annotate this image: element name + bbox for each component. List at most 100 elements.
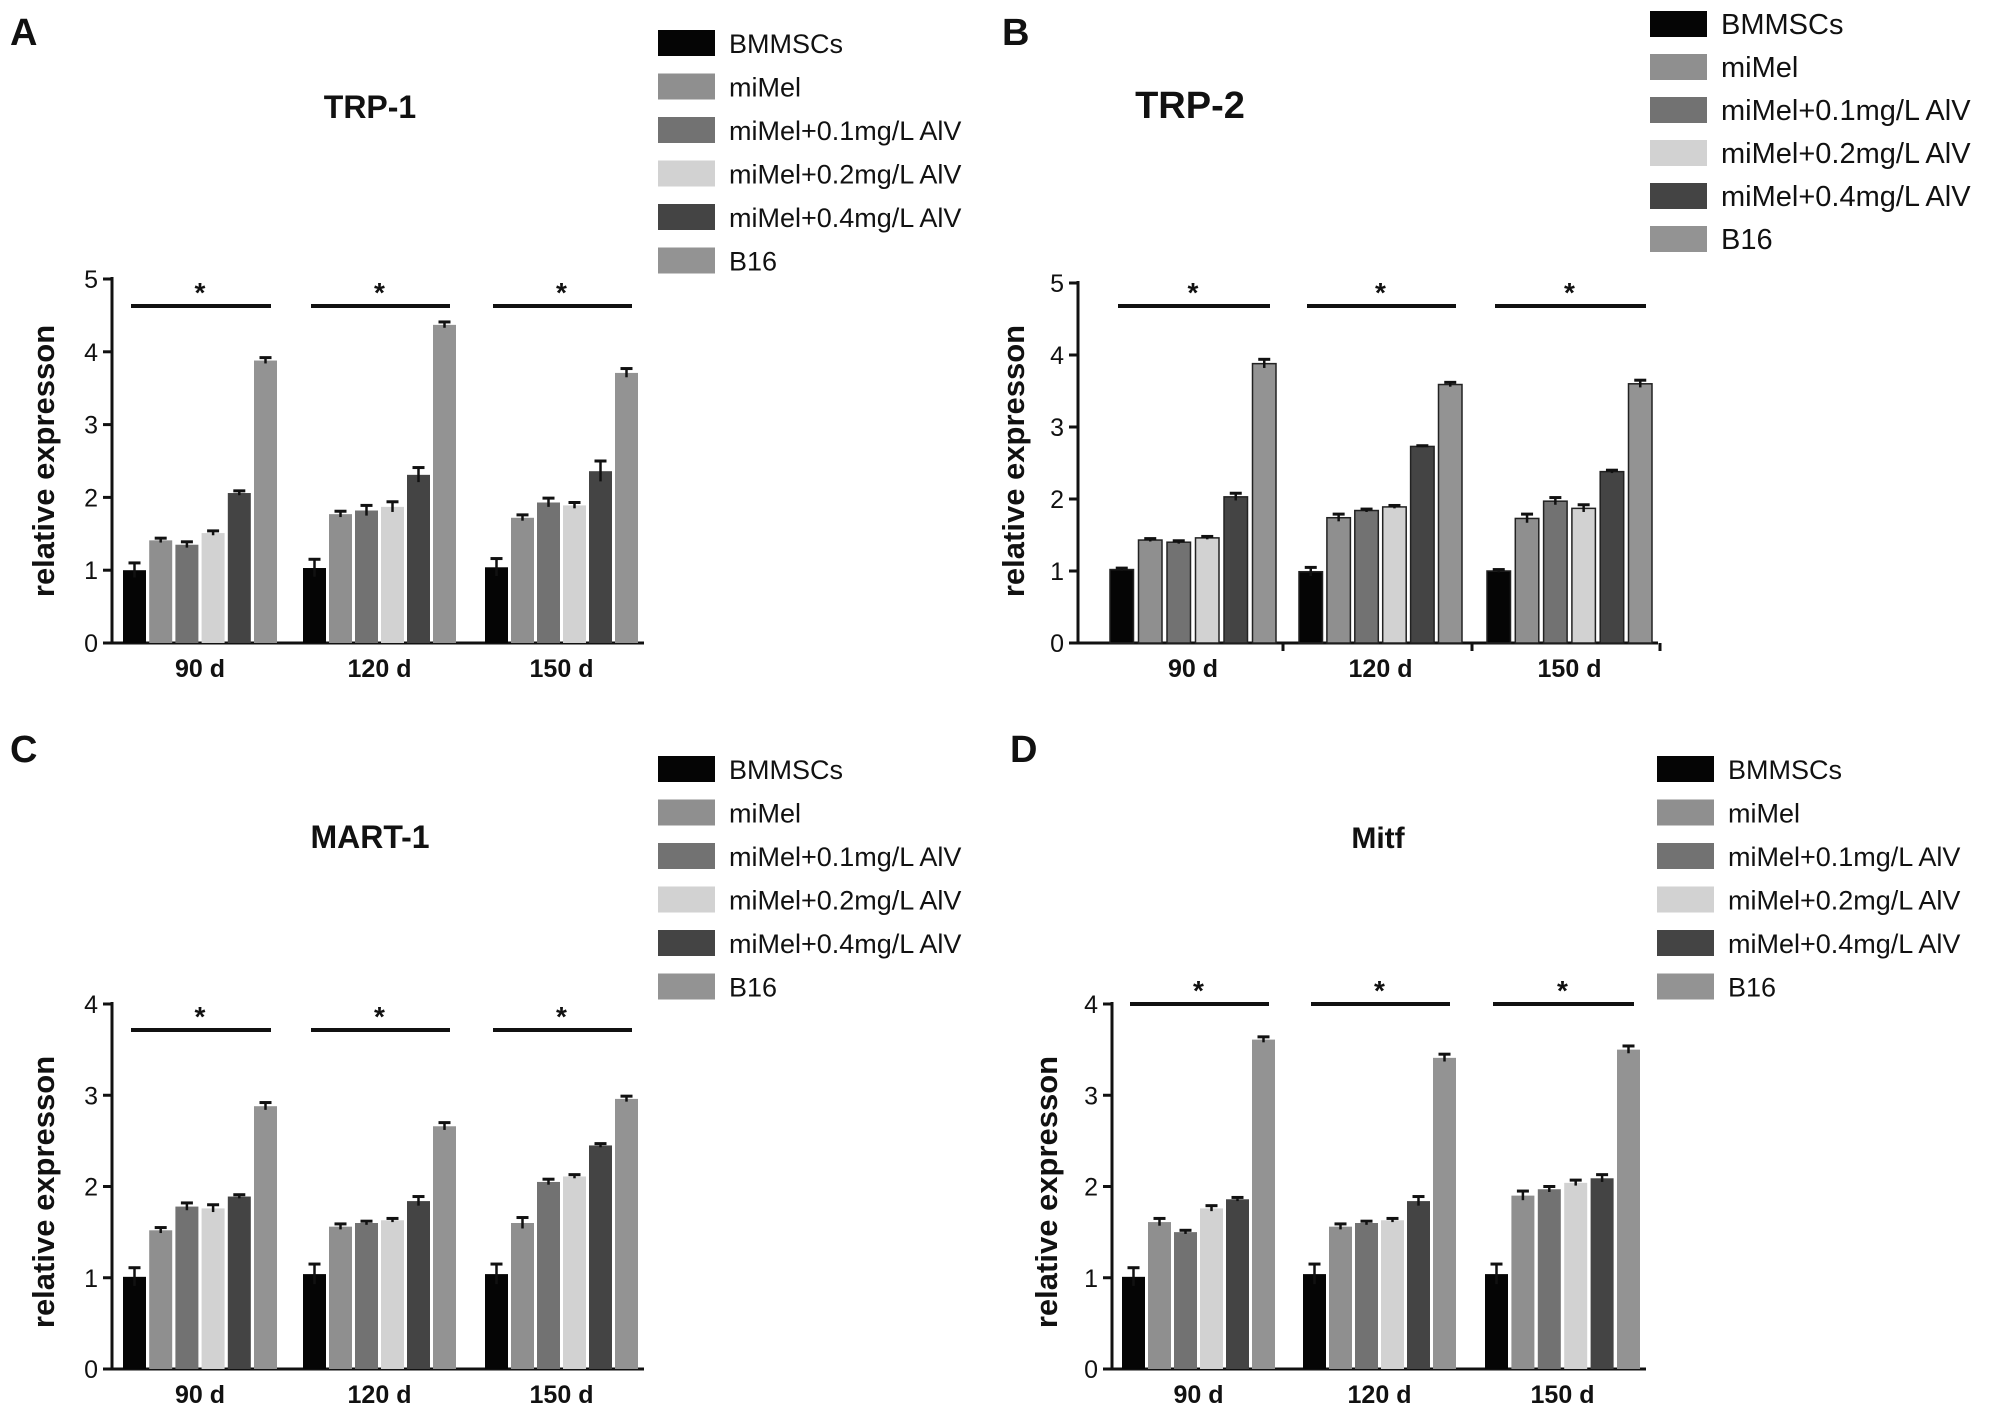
bar-2-1 [1511, 1195, 1535, 1369]
legend-swatch [658, 799, 715, 826]
significance-star: * [1557, 975, 1568, 1006]
y-tick-label: 2 [84, 1174, 98, 1202]
bar-0-1 [1137, 539, 1163, 644]
bar-2-0 [485, 1274, 508, 1369]
y-tick-label: 0 [1050, 630, 1064, 658]
y-tick-label: 3 [1050, 414, 1064, 442]
bar-0-1 [1148, 1222, 1171, 1369]
panel-label: B [1002, 12, 1029, 54]
bar-0-1 [149, 1230, 173, 1369]
legend-label: miMel+0.1mg/L AlV [1721, 95, 1971, 127]
bar-2-3 [1564, 1182, 1588, 1369]
bar-0-5 [254, 360, 277, 643]
x-category-label: 120 d [1348, 1381, 1412, 1409]
bar-1-0 [303, 568, 326, 643]
x-category-label: 120 d [348, 1381, 412, 1409]
legend-swatch [658, 160, 715, 187]
legend-label: miMel+0.2mg/L AlV [1721, 138, 1971, 170]
legend-swatch [658, 886, 715, 913]
chart-title: TRP-2 [1135, 85, 1245, 127]
y-tick-label: 0 [84, 630, 98, 658]
legend-label: miMel [1721, 52, 1798, 84]
bar-2-4 [589, 471, 612, 643]
legend-swatch [1657, 799, 1714, 826]
bar-1-0 [1303, 1274, 1326, 1369]
y-tick-label: 1 [84, 557, 98, 585]
bar-0-3 [201, 1208, 225, 1369]
legend-label: miMel [729, 799, 801, 829]
bar-1-5 [433, 1126, 456, 1369]
bar-2-3 [563, 505, 586, 643]
significance-star: * [556, 277, 567, 308]
chart-panel-b: B TRP-2 0 1 2 3 4 5 relative expresson 90 d * 120 d… [996, 9, 1971, 683]
bar-0-5 [254, 1106, 277, 1369]
significance-star: * [374, 277, 385, 308]
legend-label: miMel+0.2mg/L AlV [729, 160, 961, 190]
legend-label: miMel+0.1mg/L AlV [729, 116, 961, 146]
legend-swatch [1650, 11, 1707, 37]
bar-0-5 [1251, 362, 1277, 644]
chart-panel-d: D Mitf 0 1 2 3 4 relative expresson 90 d * 120 d * 1… [1010, 729, 1960, 1409]
bar-2-1 [511, 1223, 534, 1369]
y-tick-label: 2 [1084, 1174, 1098, 1202]
legend-swatch [1657, 973, 1714, 1000]
bar-1-0 [303, 1274, 326, 1369]
legend-swatch [658, 73, 715, 100]
y-tick-label: 4 [84, 991, 98, 1019]
legend-label: miMel+0.4mg/L AlV [1728, 929, 1960, 959]
bar-2-5 [1617, 1049, 1640, 1369]
bar-0-2 [1174, 1232, 1197, 1369]
legend-label: B16 [1728, 973, 1776, 1003]
panel-label: C [10, 729, 37, 771]
bar-0-5 [1252, 1039, 1275, 1369]
bar-2-4 [589, 1145, 612, 1369]
legend-swatch [1657, 756, 1714, 782]
bar-1-3 [1381, 1220, 1404, 1369]
legend: BMMSCs miMel miMel+0.1mg/L AlV miMel+0.2mg/… [658, 755, 961, 1003]
bar-2-5 [1627, 383, 1653, 644]
legend-label: miMel+0.4mg/L AlV [729, 929, 961, 959]
bar-1-1 [329, 514, 352, 643]
bar-2-1 [1514, 517, 1540, 644]
bar-1-2 [1355, 1223, 1378, 1369]
significance-star: * [1188, 277, 1199, 308]
legend-label: B16 [729, 247, 777, 277]
legend-swatch [658, 117, 715, 143]
chart-panel-c: C MART-1 0 1 2 3 4 relative expresson 90 d * 120 d… [10, 729, 961, 1409]
bar-1-1 [1326, 516, 1352, 644]
x-category-label: 150 d [530, 1381, 594, 1409]
x-category-label: 90 d [1173, 1381, 1223, 1409]
bar-0-0 [1109, 568, 1135, 644]
bar-0-0 [1122, 1276, 1145, 1369]
bar-1-3 [381, 506, 404, 643]
x-category-label: 90 d [1168, 655, 1218, 683]
y-tick-label: 0 [1084, 1356, 1098, 1384]
bar-2-0 [1485, 1274, 1508, 1369]
y-tick-label: 4 [84, 339, 98, 367]
y-axis-label: relative expresson [26, 325, 61, 597]
y-tick-label: 1 [84, 1265, 98, 1293]
x-category-label: 150 d [1538, 655, 1602, 683]
legend-swatch [1650, 54, 1707, 80]
bar-0-0 [123, 570, 146, 643]
legend-swatch [658, 973, 715, 1000]
bar-0-4 [227, 1196, 251, 1369]
x-category-label: 90 d [175, 1381, 225, 1409]
x-category-label: 150 d [1531, 1381, 1595, 1409]
legend-label: miMel+0.1mg/L AlV [1728, 842, 1960, 872]
bar-1-5 [433, 324, 456, 643]
panel-label: A [10, 12, 37, 54]
legend-swatch [658, 30, 715, 56]
bar-0-4 [1226, 1199, 1249, 1369]
bar-2-3 [563, 1176, 586, 1369]
bar-2-3 [1571, 507, 1597, 644]
significance-star: * [195, 277, 206, 308]
bar-1-2 [355, 510, 378, 643]
legend-label: miMel+0.2mg/L AlV [729, 886, 961, 916]
bar-1-5 [1437, 383, 1463, 644]
bar-0-3 [1200, 1208, 1223, 1369]
x-category-label: 120 d [348, 655, 412, 683]
legend-label: B16 [1721, 224, 1773, 256]
bar-1-4 [1407, 1201, 1430, 1369]
